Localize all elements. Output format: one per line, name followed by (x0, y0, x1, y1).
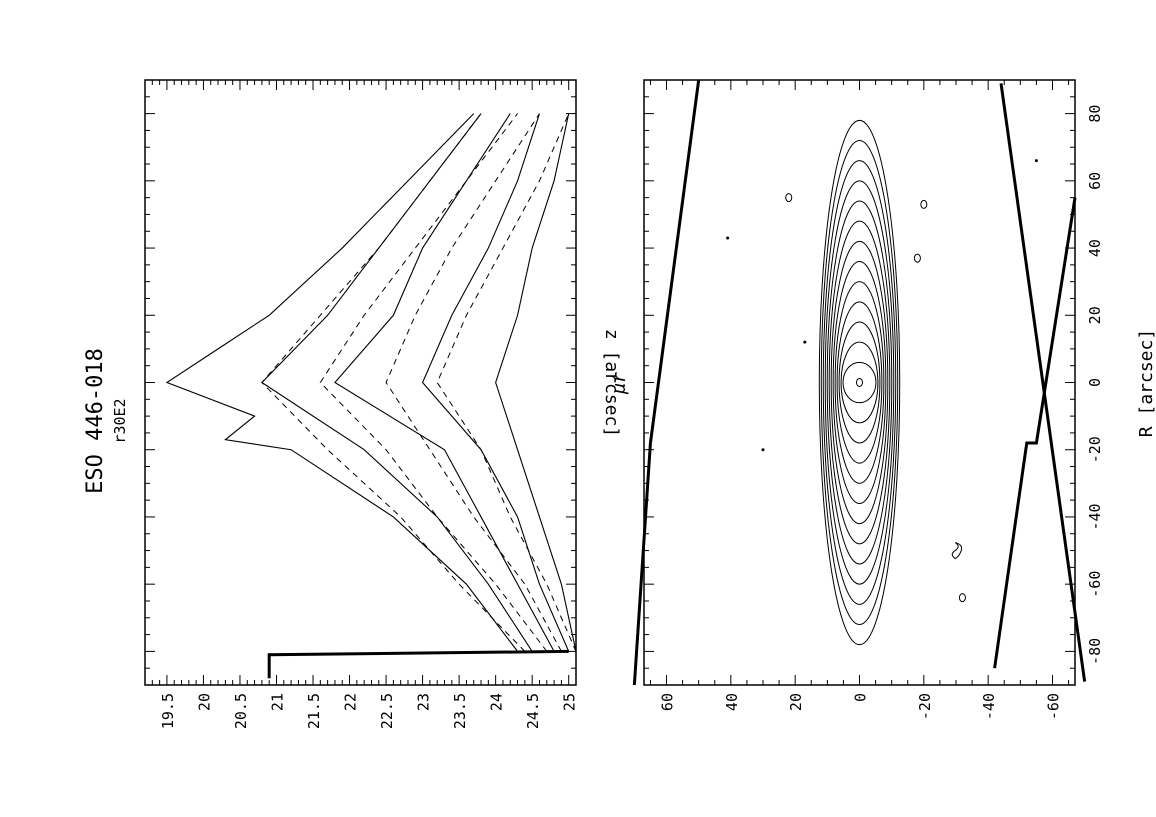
contour-panel-tick-labels: -80 -60 -40 -20 0 20 40 60 80 -60 -40 -20 0 20 40 60 (659, 105, 1104, 721)
profile-series-solid (261, 113, 533, 652)
contour-nucleus (856, 378, 863, 387)
contour-panel-ticks (644, 79, 1075, 686)
profile-panel-series (165, 113, 577, 679)
contour-level (822, 160, 897, 605)
x-tick-label: 20 (1086, 306, 1104, 324)
background-source (726, 236, 730, 240)
y-tick-label: 21 (268, 693, 286, 711)
profile-panel: 19.5 20 20.5 21 21.5 22 22.5 23 23.5 24 24.5 25 μr (144, 79, 630, 729)
y-tick-label: 20 (195, 693, 213, 711)
y-tick-label: 21.5 (305, 693, 323, 729)
contour-level (834, 281, 885, 484)
profile-panel-tick-labels: 19.5 20 20.5 21 21.5 22 22.5 23 23.5 24 24.5 25 (159, 693, 579, 729)
y-tick-label: 19.5 (159, 693, 177, 729)
x-tick-label: -40 (1086, 503, 1104, 530)
profile-series-solid (334, 113, 555, 652)
x-tick-label: 40 (1086, 239, 1104, 257)
profile-series-dashed (261, 113, 526, 652)
profile-series-dashed (385, 113, 562, 652)
y-tick-label: -60 (1044, 693, 1062, 720)
background-source (958, 593, 966, 603)
contour-level (826, 200, 893, 565)
contour-panel: -80 -60 -40 -20 0 20 40 60 80 -60 -40 -20 0 20 40 60 R … (601, 79, 1156, 721)
x-tick-label: 0 (1086, 378, 1104, 387)
y-tick-label: -20 (916, 693, 934, 720)
contour-level (820, 140, 899, 625)
contour-level (842, 361, 877, 404)
contour-level (840, 341, 879, 424)
x-tick-label: -20 (1086, 436, 1104, 463)
y-tick-label: 20 (787, 693, 805, 711)
mask-line (993, 197, 1077, 669)
galaxy-contours (818, 119, 901, 646)
mask-line (648, 79, 701, 444)
profile-panel-frame (144, 79, 577, 686)
contour-level (838, 321, 881, 444)
y-tick-label: 22 (342, 693, 360, 711)
contour-panel-frame (643, 79, 1076, 686)
y-tick-label: 24.5 (524, 693, 542, 729)
x-tick-label: 60 (1086, 172, 1104, 190)
contour-x-axis-label: R [arcsec] (1136, 329, 1156, 437)
contour-level (818, 119, 901, 646)
y-tick-label: 23.5 (451, 693, 469, 729)
contour-level (836, 301, 883, 464)
profile-series-solid (421, 113, 570, 652)
y-tick-label: 23 (415, 693, 433, 711)
limit-line (267, 649, 569, 679)
y-tick-label: 24 (488, 693, 506, 711)
background-sources (726, 159, 1038, 603)
x-tick-label: -80 (1086, 638, 1104, 665)
background-source (951, 542, 963, 560)
contour-level (832, 261, 887, 504)
profile-y-axis-label: μr (609, 372, 630, 395)
contour-y-axis-label: z [arcsec] (601, 329, 622, 437)
mask-line (632, 442, 652, 686)
y-tick-label: -40 (980, 693, 998, 720)
y-tick-label: 60 (659, 693, 677, 711)
y-tick-label: 25 (561, 693, 579, 711)
profile-series-solid (495, 113, 577, 652)
y-tick-label: 40 (723, 693, 741, 711)
background-source (913, 253, 921, 263)
x-tick-label: -60 (1086, 571, 1104, 598)
profile-panel-ticks (144, 79, 576, 686)
y-tick-label: 0 (852, 693, 870, 702)
contour-level (824, 180, 895, 585)
background-source (803, 340, 807, 344)
profile-series-dashed (319, 113, 548, 652)
background-source (785, 193, 793, 203)
mask-line (999, 83, 1087, 682)
contour-level (830, 240, 889, 525)
figure-subtitle: r30E2 (111, 398, 129, 443)
figure-title: ESO 446-018 (83, 348, 108, 494)
contour-level (828, 220, 891, 545)
x-tick-label: 80 (1086, 105, 1104, 123)
mask-lines (632, 79, 1087, 686)
background-source (761, 448, 765, 452)
background-source (920, 199, 928, 209)
y-tick-label: 20.5 (232, 693, 250, 729)
profile-series-solid (165, 113, 518, 652)
y-tick-label: 22.5 (378, 693, 396, 729)
rotated-figure-group: ESO 446-018 r30E2 19.5 20 20.5 21 21.5 22 22.5… (83, 79, 1156, 729)
background-source (1034, 159, 1038, 163)
